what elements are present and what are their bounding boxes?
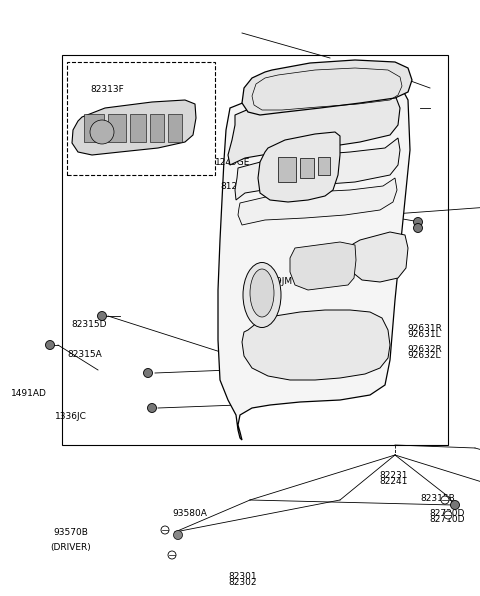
Polygon shape [228, 90, 400, 165]
Bar [108, 114, 126, 142]
Text: 82710D: 82710D [430, 515, 465, 524]
Text: (DRIVER): (DRIVER) [50, 542, 91, 552]
Polygon shape [350, 232, 408, 282]
Text: 1249EE: 1249EE [102, 110, 136, 120]
Text: 92631L: 92631L [407, 330, 441, 340]
Text: 82315D: 82315D [71, 320, 107, 330]
Text: 1249JM: 1249JM [260, 277, 293, 286]
Ellipse shape [250, 269, 274, 317]
Bar [84, 114, 104, 142]
Circle shape [161, 526, 169, 534]
Bar [300, 158, 314, 178]
Bar [130, 114, 146, 142]
Circle shape [168, 551, 176, 559]
Ellipse shape [243, 262, 281, 327]
Circle shape [441, 496, 449, 504]
Circle shape [173, 530, 182, 539]
Polygon shape [290, 242, 356, 290]
Text: 82301: 82301 [228, 572, 257, 581]
Text: 81244: 81244 [221, 182, 249, 191]
Bar [168, 114, 182, 142]
Text: 92632L: 92632L [407, 351, 441, 361]
Circle shape [451, 501, 459, 510]
Circle shape [413, 224, 422, 232]
Text: 1491AD: 1491AD [11, 389, 47, 398]
Polygon shape [258, 132, 340, 202]
Circle shape [97, 312, 107, 321]
Polygon shape [72, 100, 196, 155]
Text: 97135A: 97135A [316, 353, 351, 362]
Text: 82302: 82302 [228, 578, 257, 588]
Text: 82241: 82241 [379, 477, 408, 486]
Bar [62, 55, 448, 445]
Text: 93580A: 93580A [173, 509, 208, 519]
Circle shape [147, 403, 156, 412]
Bar [318, 157, 330, 175]
Text: 92631R: 92631R [407, 324, 442, 333]
Polygon shape [218, 80, 410, 440]
Circle shape [444, 511, 452, 519]
Text: 82313F: 82313F [90, 85, 124, 94]
Text: 1249GE: 1249GE [215, 157, 250, 167]
Bar [278, 157, 296, 182]
Bar [67, 62, 215, 175]
Text: 92632R: 92632R [407, 344, 442, 354]
Polygon shape [242, 60, 412, 115]
Text: 82720D: 82720D [430, 508, 465, 518]
Circle shape [144, 368, 153, 377]
Circle shape [46, 340, 55, 349]
Bar [150, 114, 164, 142]
Text: 93570B: 93570B [54, 527, 89, 537]
Circle shape [413, 218, 422, 226]
Text: 82231: 82231 [379, 470, 408, 480]
Text: 82315A: 82315A [67, 349, 102, 359]
Text: 1336JC: 1336JC [55, 412, 87, 421]
Circle shape [90, 120, 114, 144]
Text: 82315B: 82315B [420, 493, 455, 503]
Polygon shape [238, 178, 397, 225]
Polygon shape [242, 310, 390, 380]
Polygon shape [235, 138, 400, 200]
